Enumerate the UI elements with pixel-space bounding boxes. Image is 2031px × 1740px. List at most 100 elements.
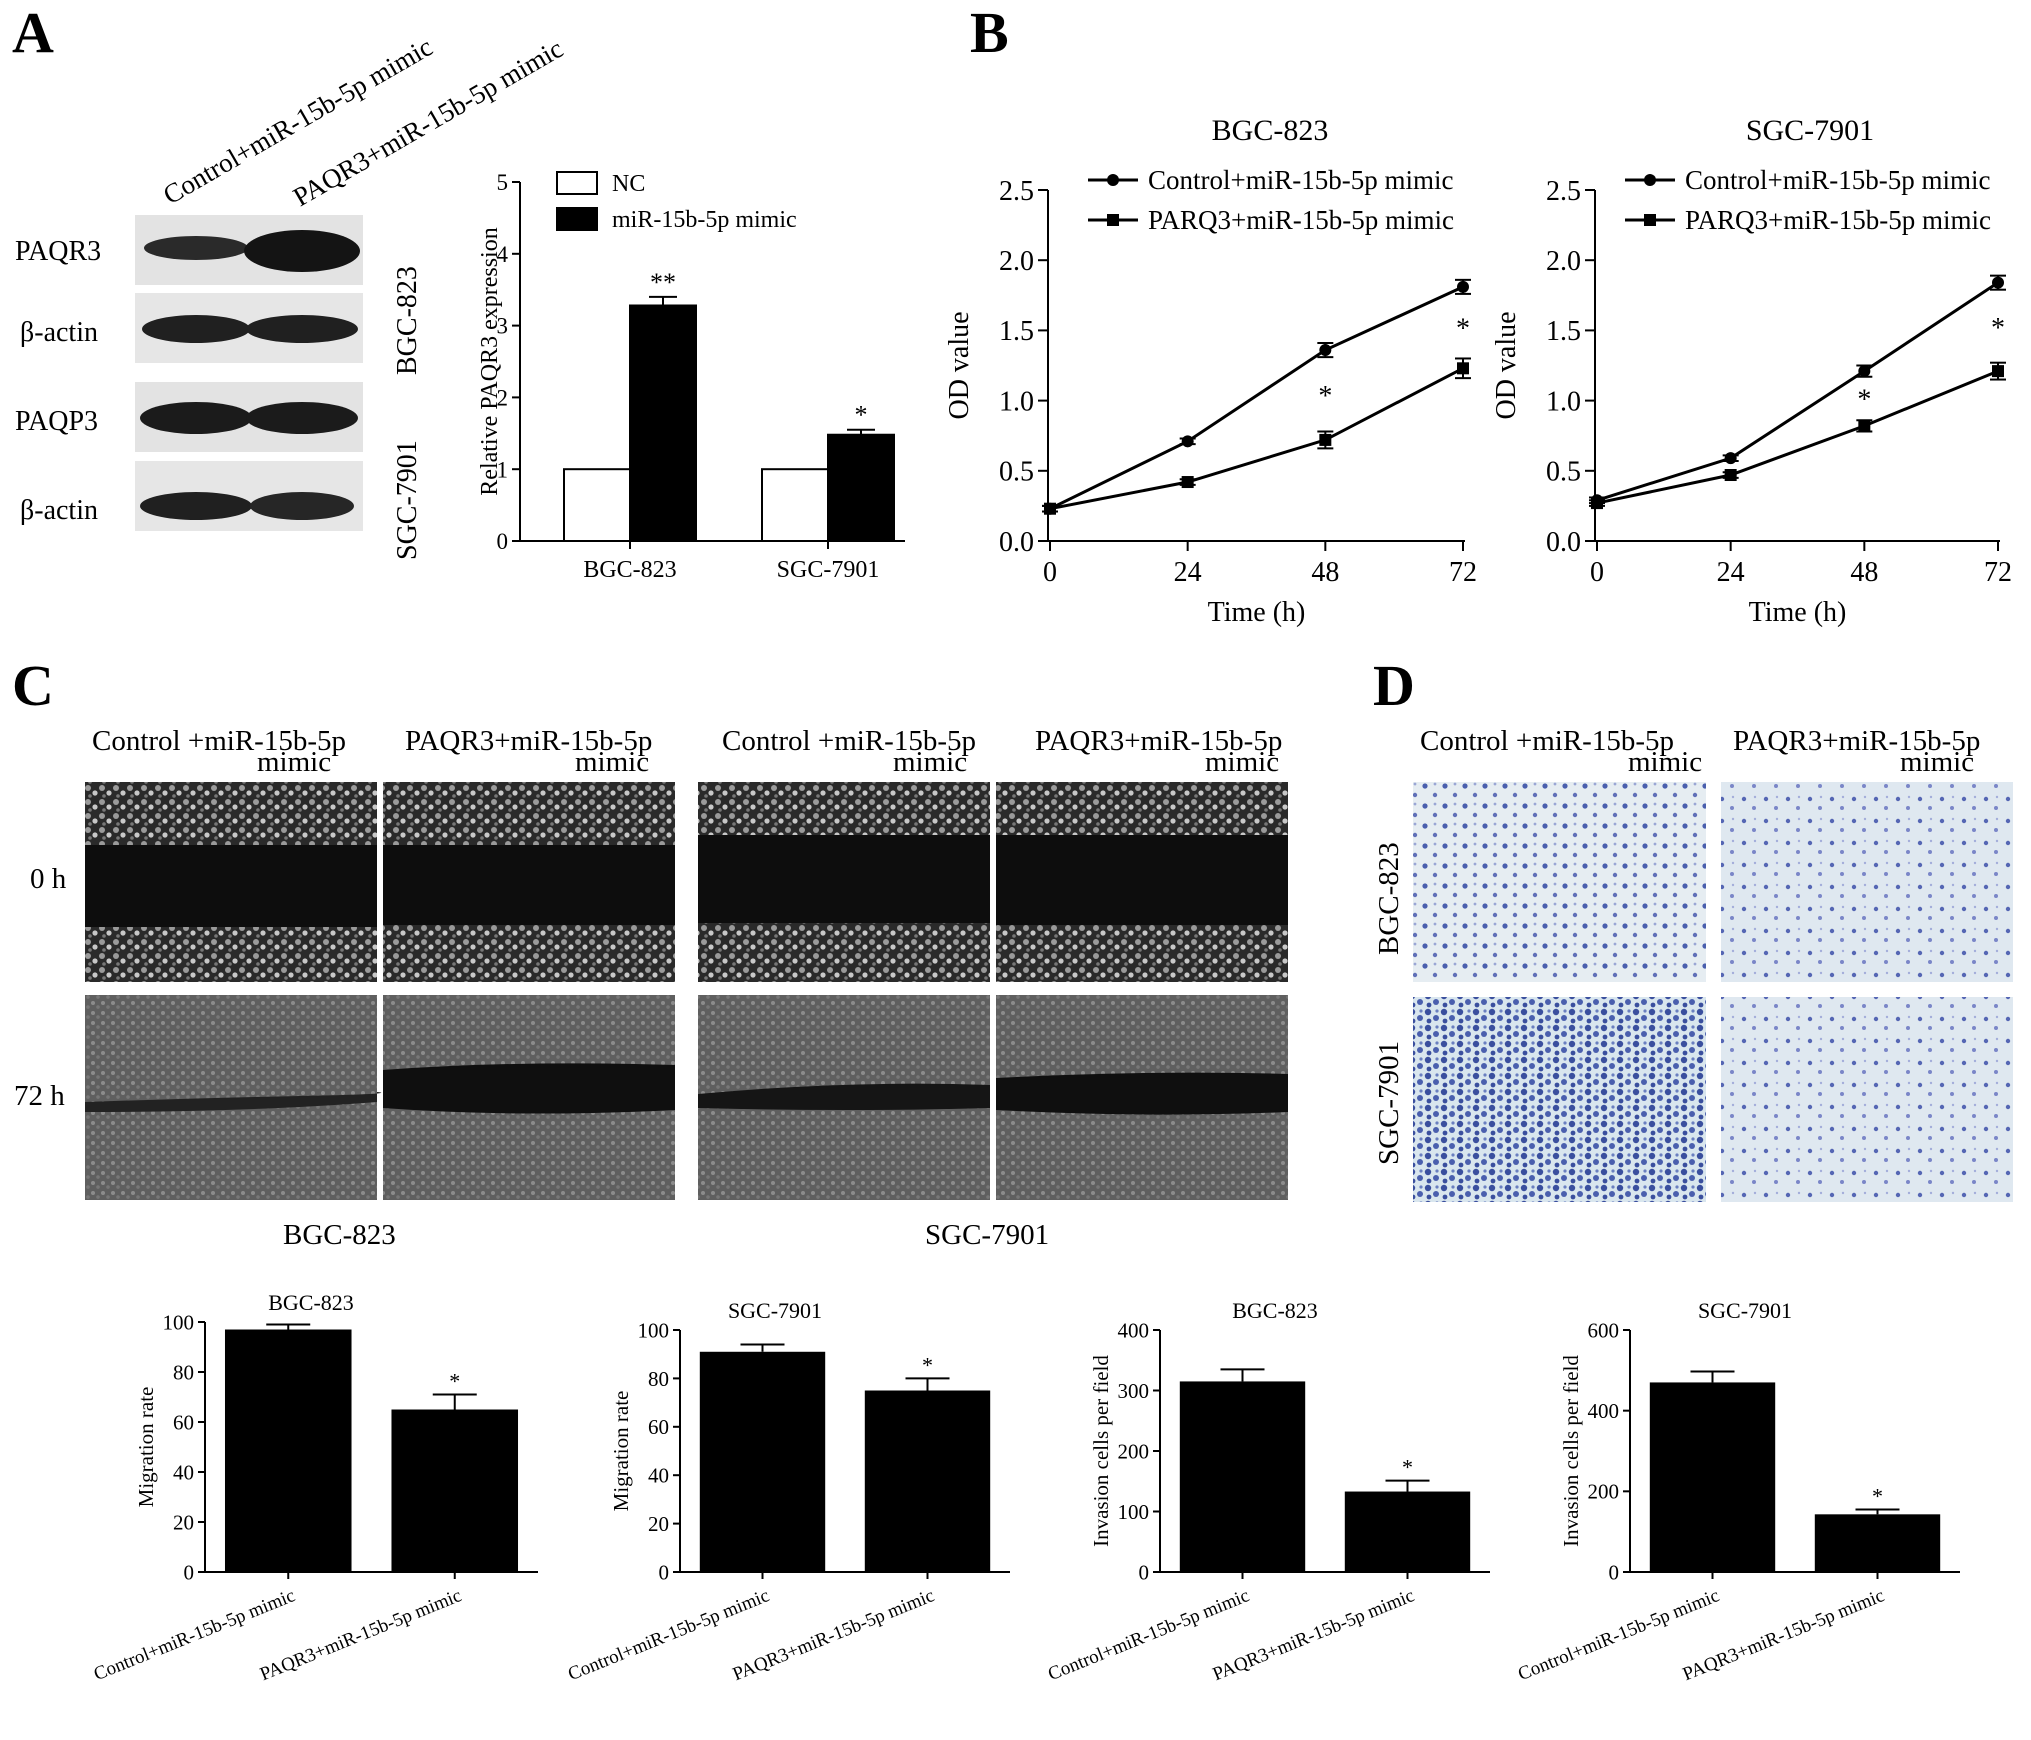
row-label-0h: 0 h [30,863,67,895]
y-axis-title: Relative PAQR3 expression [477,227,503,495]
blot-band [250,492,354,520]
series-line [1596,369,1999,505]
significance-label: * [1318,381,1332,412]
y-tick-label: 2.0 [1546,246,1581,277]
column-header: PAQR3+miR-15b-5p [1733,725,1980,757]
significance-label: * [1456,314,1470,345]
significance-label: * [1857,384,1871,415]
y-tick-label: 0.5 [999,457,1034,488]
bar [1344,1491,1471,1572]
y-axis-title: Invasion cells per field [1089,1355,1113,1547]
micrograph [996,995,1288,1200]
bar [827,433,895,542]
y-tick-label: 80 [648,1367,669,1391]
y-axis-title: Migration rate [134,1387,158,1508]
y-tick-label: 1.5 [999,316,1034,347]
legend-label: PARQ3+miR-15b-5p mimic [1148,205,1454,235]
x-tick-label: 0 [1043,557,1057,588]
legend-swatch [556,171,598,195]
micrograph [1721,997,2013,1202]
blot-band [140,492,252,520]
y-tick-label: 400 [1588,1399,1620,1423]
chart-title: SGC-7901 [1746,114,1874,147]
data-point [1181,435,1194,448]
chart-title: BGC-823 [1212,114,1329,147]
group-label-sgc-7901: SGC-7901 [925,1219,1049,1251]
y-tick-label: 2 [497,385,509,410]
y-tick-label: 100 [1118,1500,1150,1524]
chart-title: SGC-7901 [728,1298,822,1323]
chart-title: BGC-823 [1232,1298,1318,1323]
micrograph [996,782,1288,982]
y-axis-title: Invasion cells per field [1559,1355,1583,1547]
group-label-bgc-823: BGC-823 [283,1219,396,1251]
x-tick-label: BGC-823 [583,557,676,583]
micrograph [1413,782,1706,982]
y-tick-label: 400 [1118,1318,1150,1342]
y-tick-label: 0.5 [1546,457,1581,488]
y-tick-label: 60 [173,1410,194,1434]
series-line [1049,366,1464,511]
column-header: Control +miR-15b-5p [1420,725,1674,757]
y-tick-label: 0 [1139,1560,1150,1584]
blot-band [140,402,252,434]
micrograph [383,782,675,982]
x-tick-label: 24 [1174,557,1202,588]
micrograph [85,782,377,982]
chart-title: BGC-823 [268,1290,354,1315]
blot-cell-line-label: SGC-7901 [392,440,423,560]
legend-swatch [556,207,598,231]
data-point [1319,344,1332,357]
data-point [1044,502,1056,515]
column-header: mimic [1900,746,1974,778]
bar [1649,1382,1776,1572]
micrograph [698,782,990,982]
data-point [1992,276,2004,289]
x-tick-label: 48 [1311,557,1339,588]
wound-healing-headers: Control +miR-15b-5p mimic PAQR3+miR-15b-… [92,725,1282,778]
x-tick-label: SGC-7901 [777,557,880,583]
column-header: PAQR3+miR-15b-5p [1035,725,1282,757]
y-tick-label: 5 [497,170,509,195]
western-blot-image [135,215,363,531]
panel-d-letter: D [1373,653,1415,718]
x-axis-title: Time (h) [1208,597,1306,628]
bar [629,304,697,542]
column-header: mimic [1628,746,1702,778]
legend-marker [1644,174,1656,186]
legend-marker [1107,214,1119,226]
significance-label: * [855,401,868,430]
bar [391,1409,519,1572]
y-tick-label: 600 [1588,1318,1620,1342]
y-tick-label: 300 [1118,1379,1150,1403]
data-point [1457,280,1469,293]
y-tick-label: 0 [659,1560,670,1584]
wound-healing-images [85,782,1288,1200]
series-line [1596,281,1999,502]
y-tick-label: 40 [648,1464,669,1488]
blot-band [246,402,358,434]
bar [1179,1381,1306,1572]
blot-row-label-actin: β-actin [20,495,98,526]
y-tick-label: 1.0 [999,386,1034,417]
significance-label: * [1991,313,2005,344]
row-label-sgc-7901: SGC-7901 [1373,1041,1405,1165]
data-point [1858,419,1871,432]
y-tick-label: 200 [1118,1439,1150,1463]
x-tick-label: 48 [1850,557,1878,588]
row-label-bgc-823: BGC-823 [1373,842,1405,955]
micrograph [698,995,990,1200]
micrograph [1721,782,2013,982]
blot-band [244,230,360,272]
bar [761,468,829,543]
y-axis-title: Migration rate [609,1391,633,1512]
y-axis-title: OD value [944,311,975,419]
blot-row-label-paqr3: PAQR3 [15,236,101,267]
legend-label: miR-15b-5p mimic [612,207,797,233]
blot-row-label-paqp3: PAQP3 [15,406,98,437]
significance-label: * [1402,1455,1413,1480]
x-axis-title: Time (h) [1749,597,1847,628]
y-tick-label: 0.0 [999,527,1034,558]
